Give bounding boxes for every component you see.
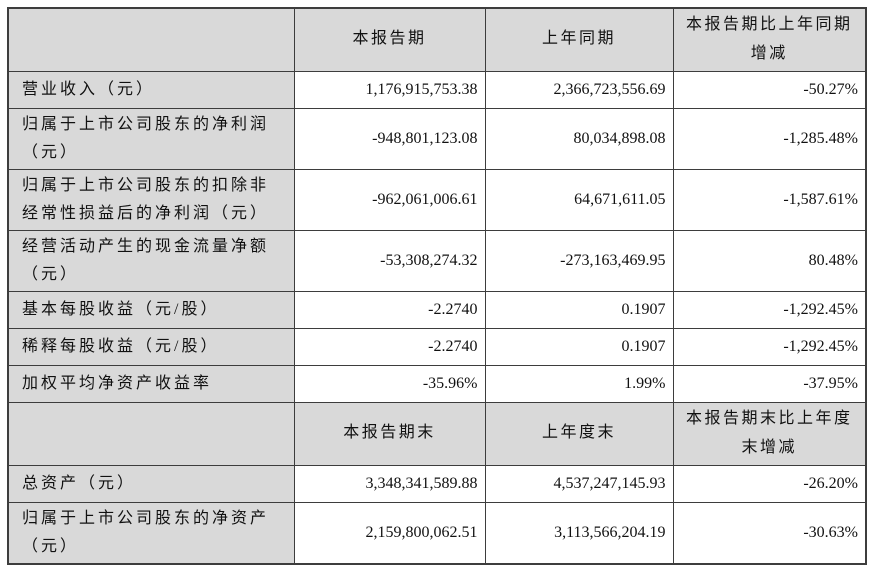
row-label: 基本每股收益（元/股） — [7, 290, 295, 329]
value-change: -30.63% — [672, 501, 867, 565]
row-label: 经营活动产生的现金流量净额（元） — [7, 229, 295, 292]
value-current: -948,801,123.08 — [293, 107, 486, 170]
value-current: 1,176,915,753.38 — [293, 70, 486, 109]
value-current: -35.96% — [293, 364, 486, 403]
value-change: -1,292.45% — [672, 327, 867, 366]
table-row-weighted-avg-roe: 加权平均净资产收益率 -35.96% 1.99% -37.95% — [7, 364, 867, 403]
value-current: -962,061,006.61 — [293, 168, 486, 231]
header-empty-cell — [7, 401, 295, 466]
value-prior: 80,034,898.08 — [484, 107, 674, 170]
financial-summary-table: 本报告期 上年同期 本报告期比上年同期增减 营业收入（元） 1,176,915,… — [7, 7, 867, 565]
value-prior: -273,163,469.95 — [484, 229, 674, 292]
header-period-change: 本报告期比上年同期增减 — [672, 7, 867, 72]
table-row-net-profit: 归属于上市公司股东的净利润（元） -948,801,123.08 80,034,… — [7, 107, 867, 170]
period-end-header-row: 本报告期末 上年度末 本报告期末比上年度末增减 — [7, 401, 867, 466]
value-change: -1,285.48% — [672, 107, 867, 170]
financial-summary: 本报告期 上年同期 本报告期比上年同期增减 营业收入（元） 1,176,915,… — [7, 7, 867, 565]
table-row-basic-eps: 基本每股收益（元/股） -2.2740 0.1907 -1,292.45% — [7, 290, 867, 329]
value-prior: 64,671,611.05 — [484, 168, 674, 231]
value-prior: 1.99% — [484, 364, 674, 403]
value-current: -2.2740 — [293, 327, 486, 366]
value-current: 2,159,800,062.51 — [293, 501, 486, 565]
period-header-row: 本报告期 上年同期 本报告期比上年同期增减 — [7, 7, 867, 72]
header-period-end-change: 本报告期末比上年度末增减 — [672, 401, 867, 466]
header-period-end: 本报告期末 — [293, 401, 486, 466]
table-row-net-profit-excl-nonrecurring: 归属于上市公司股东的扣除非经常性损益后的净利润（元） -962,061,006.… — [7, 168, 867, 231]
value-current: 3,348,341,589.88 — [293, 464, 486, 503]
value-prior: 4,537,247,145.93 — [484, 464, 674, 503]
value-prior: 0.1907 — [484, 290, 674, 329]
value-current: -53,308,274.32 — [293, 229, 486, 292]
row-label: 稀释每股收益（元/股） — [7, 327, 295, 366]
table-row-revenue: 营业收入（元） 1,176,915,753.38 2,366,723,556.6… — [7, 70, 867, 109]
value-change: 80.48% — [672, 229, 867, 292]
table-row-diluted-eps: 稀释每股收益（元/股） -2.2740 0.1907 -1,292.45% — [7, 327, 867, 366]
value-change: -37.95% — [672, 364, 867, 403]
row-label: 营业收入（元） — [7, 70, 295, 109]
header-prior-year-end: 上年度末 — [484, 401, 674, 466]
value-prior: 3,113,566,204.19 — [484, 501, 674, 565]
value-change: -26.20% — [672, 464, 867, 503]
row-label: 归属于上市公司股东的净利润（元） — [7, 107, 295, 170]
value-change: -1,587.61% — [672, 168, 867, 231]
table-row-operating-cash-flow: 经营活动产生的现金流量净额（元） -53,308,274.32 -273,163… — [7, 229, 867, 292]
value-change: -1,292.45% — [672, 290, 867, 329]
value-current: -2.2740 — [293, 290, 486, 329]
header-empty-cell — [7, 7, 295, 72]
row-label: 归属于上市公司股东的净资产（元） — [7, 501, 295, 565]
value-prior: 0.1907 — [484, 327, 674, 366]
row-label: 归属于上市公司股东的扣除非经常性损益后的净利润（元） — [7, 168, 295, 231]
value-change: -50.27% — [672, 70, 867, 109]
header-prior-period: 上年同期 — [484, 7, 674, 72]
row-label: 总资产（元） — [7, 464, 295, 503]
header-current-period: 本报告期 — [293, 7, 486, 72]
table-row-total-assets: 总资产（元） 3,348,341,589.88 4,537,247,145.93… — [7, 464, 867, 503]
table-row-net-assets: 归属于上市公司股东的净资产（元） 2,159,800,062.51 3,113,… — [7, 501, 867, 565]
row-label: 加权平均净资产收益率 — [7, 364, 295, 403]
value-prior: 2,366,723,556.69 — [484, 70, 674, 109]
